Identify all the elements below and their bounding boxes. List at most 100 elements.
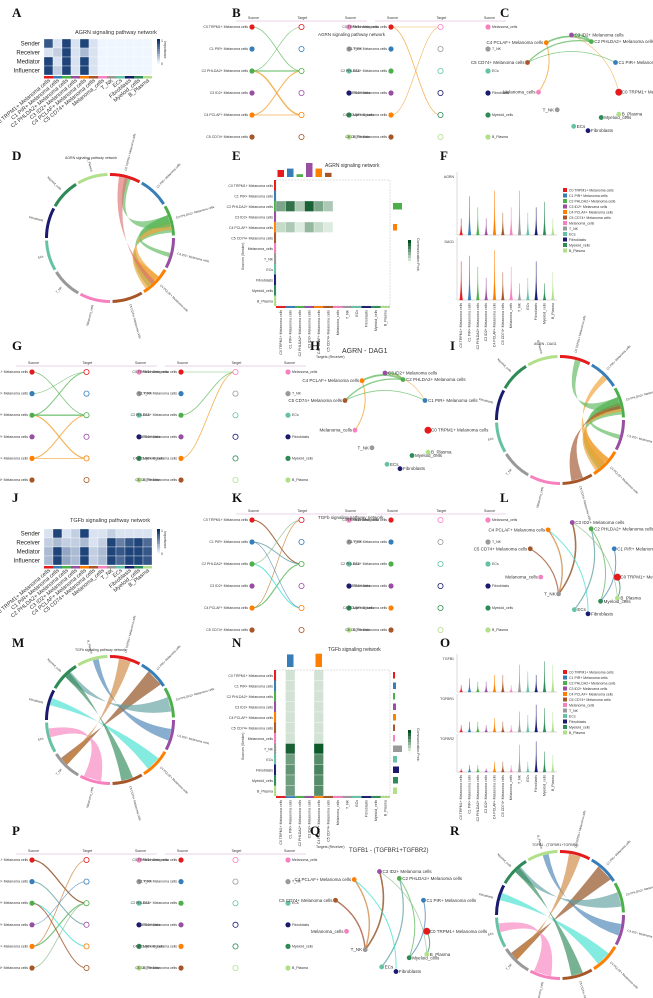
net-label-h-10: Myeloid_cells [415,453,443,458]
net-node-q-10 [406,955,412,961]
hier-left-node-b05 [249,134,255,140]
chord-label-r-3: C3 ID2+ Melanoma cells [627,929,653,941]
comm-cell-e-4-7 [342,222,352,233]
comm-cell-n-5-5 [323,722,333,733]
net-edge-l-7 [590,528,606,602]
heat-cell-j-1-1 [52,537,63,548]
hier-right-label-p04: Myeloid_cells [143,944,164,948]
heat-cell-a-0-4 [79,38,90,49]
comm-cell-n-9-7 [342,764,352,775]
comm-col-color-n-4 [314,796,324,798]
violin-xlabel-f-0: C0 TRPM1+ Melanoma cells [459,303,463,348]
hier-target-node-p12 [232,900,239,907]
comm-row-color-n-9 [274,764,276,775]
comm-cell-e-7-2 [295,253,305,264]
comm-col-color-n-9 [361,796,371,798]
violin-legend-swatch-o-0 [563,670,567,674]
heat-colorbar-a-3 [71,76,80,79]
hier-left-label-p15: C5 CD74+ Melanoma cells [135,966,177,970]
panel-letter-h: H [310,338,321,353]
violin-xlabel-o-7: T_NK [518,774,522,784]
comm-row-color-e-9 [274,274,276,285]
hier-target-node-k02 [298,561,305,568]
heat-legend-j-7 [157,546,160,549]
chord-sector-m-9 [45,689,56,720]
heat-colorbar-j-5 [89,566,98,569]
hier-right-label-k13: Fibroblasts [492,584,509,588]
comm-cell-e-0-2 [295,180,305,191]
hier-right-node-k13 [485,583,491,589]
heat-cell-a-2-9 [124,56,135,67]
comm-cell-e-9-11 [380,274,390,285]
comm-row-color-n-0 [274,670,276,681]
net-label-q-8: ECs [385,964,394,969]
chord-sector-m-2 [163,687,175,718]
hier-right-label-b13: Fibroblasts [492,91,509,95]
comm-cell-n-10-7 [342,775,352,786]
heat-cell-a-3-5 [88,65,99,76]
net-label-l-8: ECs [577,607,586,612]
comm-cell-n-6-10 [371,733,381,744]
hier-edge-k0-4 [251,519,302,609]
comm-cell-n-8-2 [295,754,305,765]
violin-legend-label-o-3: C3 ID2+ Melanoma cells [569,687,607,691]
net-label-h-1: C2 PHLDA2+ Melanoma cells [406,377,466,382]
net-edge-h-4 [344,390,426,401]
role-label-a-2: Mediator [17,60,40,66]
net-node-q-4 [421,897,426,903]
comm-cell-n-9-8 [352,764,362,775]
comm-cell-e-7-8 [352,253,362,264]
chord-label-i-0: C0 TRPM1+ Melanoma cells [574,315,587,354]
comm-col-label-n-11: B_Plasma [383,800,387,816]
comm-top-bar-e-0 [277,170,284,177]
violin-shape-o-0-9 [534,674,538,693]
panel-letter-a: A [12,5,22,20]
net-label-q-6: Melanoma_cells [311,929,344,934]
comm-legend-n-0 [408,730,411,733]
comm-side-bar-n-3 [393,703,396,710]
chord-sector-i-5 [562,473,593,485]
chord-sector-i-0 [560,355,591,366]
hier-target-node-k10 [437,517,444,524]
comm-row-color-n-8 [274,754,276,765]
net-label-q-10: Myeloid_cells [412,955,440,960]
heat-cell-a-1-8 [115,47,126,58]
chord-sector-d-8 [45,240,57,271]
comm-cell-n-6-6 [333,733,343,744]
hier-right-node-k02 [346,561,352,567]
hier-left-node-k13 [388,583,394,589]
chord-sector-m-1 [141,663,165,687]
heat-cell-j-0-10 [133,528,144,539]
comm-cell-e-9-3 [304,274,314,285]
heat-cell-j-3-10 [133,555,144,566]
hier-right-node-b15 [485,134,491,140]
comm-cell-n-1-6 [333,680,343,691]
heat-cell-j-2-9 [124,546,135,557]
comm-cell-n-2-7 [342,691,352,702]
comm-cell-n-11-1 [285,785,296,797]
hier-target-node-g04 [83,455,90,462]
heat-cell-a-0-0 [43,38,54,49]
net-node-l-2 [545,527,551,533]
comm-cell-e-10-0 [276,285,286,296]
net-label-c-11: B_Plasma [622,112,643,117]
net-label-l-3: C5 CD74+ Melanoma cells [474,546,528,551]
chord-flow-m-4 [92,659,172,741]
comm-col-label-e-6: Melanoma_cells [336,310,340,336]
comm-cell-n-10-0 [276,775,286,786]
violin-legend-swatch-o-10 [563,725,567,729]
comm-cell-e-1-5 [323,190,333,201]
comm-col-label-e-4: C4 PCLAF+ Melanoma cells [317,310,321,354]
net-label-l-10: Myeloid_cells [604,599,632,604]
comm-cell-e-9-2 [295,274,305,285]
comm-col-label-n-0: C0 TRPM1+ Melanoma cells [279,800,283,845]
comm-cell-e-11-10 [371,295,381,306]
hier-left-node-k03 [249,583,255,589]
hier-right-node-g01 [136,391,142,397]
violin-legend-swatch-o-4 [563,692,567,696]
net-edge-q-6 [353,879,371,950]
chord-sector-r-7 [505,948,529,972]
hier-left-label-p14: C4 PCLAF+ Melanoma cells [133,944,177,948]
chord-sector-d-10 [53,183,77,207]
comm-cell-n-3-5 [323,701,333,712]
